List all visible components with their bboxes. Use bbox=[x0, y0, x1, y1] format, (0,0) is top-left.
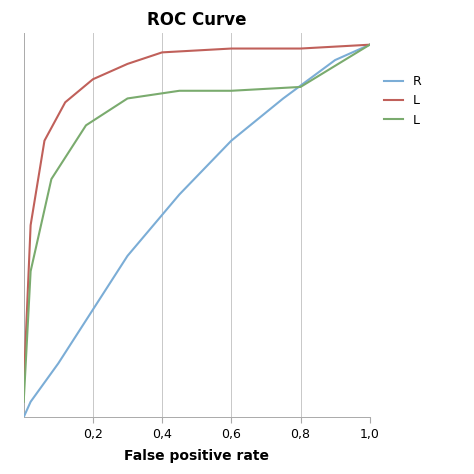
R bbox=[281, 96, 286, 101]
Line: R: R bbox=[24, 45, 370, 417]
L bbox=[90, 76, 96, 82]
X-axis label: False positive rate: False positive rate bbox=[124, 449, 269, 463]
L bbox=[21, 383, 27, 389]
L bbox=[298, 84, 303, 90]
R bbox=[55, 361, 61, 366]
Line: L: L bbox=[24, 45, 370, 402]
L bbox=[28, 222, 34, 228]
R bbox=[177, 191, 182, 197]
R bbox=[28, 399, 34, 405]
L bbox=[367, 42, 373, 47]
L bbox=[48, 176, 54, 182]
R bbox=[332, 57, 338, 63]
Line: L: L bbox=[24, 45, 370, 386]
R bbox=[367, 42, 373, 47]
L bbox=[63, 100, 68, 105]
L bbox=[83, 122, 89, 128]
L bbox=[177, 88, 182, 94]
L bbox=[228, 46, 234, 51]
R bbox=[90, 307, 96, 312]
L bbox=[125, 61, 130, 67]
L bbox=[28, 268, 34, 274]
L bbox=[228, 88, 234, 94]
L bbox=[21, 399, 27, 405]
Title: ROC Curve: ROC Curve bbox=[147, 11, 246, 29]
L bbox=[367, 42, 373, 47]
R bbox=[21, 414, 27, 420]
R bbox=[125, 253, 130, 259]
L bbox=[125, 96, 130, 101]
R bbox=[228, 138, 234, 144]
Legend: R, L, L: R, L, L bbox=[379, 70, 427, 132]
L bbox=[159, 49, 165, 55]
L bbox=[298, 46, 303, 51]
L bbox=[42, 138, 47, 144]
